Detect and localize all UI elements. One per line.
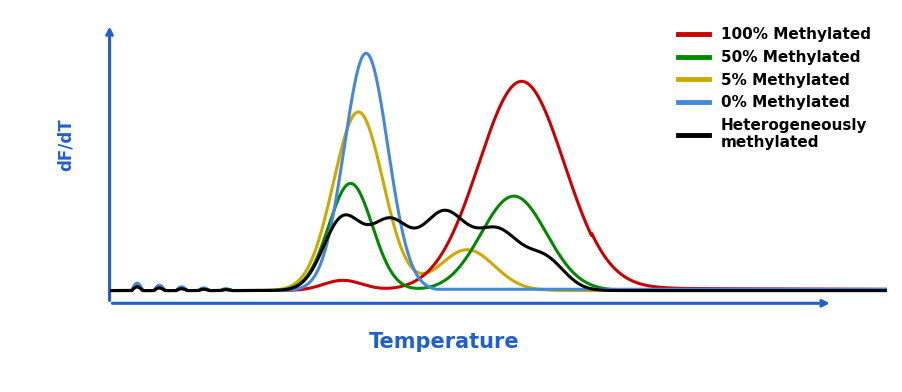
Legend: 100% Methylated, 50% Methylated, 5% Methylated, 0% Methylated, Heterogeneously
m: 100% Methylated, 50% Methylated, 5% Meth… <box>674 23 876 155</box>
Text: Temperature: Temperature <box>369 332 520 352</box>
Text: dF/dT: dF/dT <box>57 118 75 171</box>
